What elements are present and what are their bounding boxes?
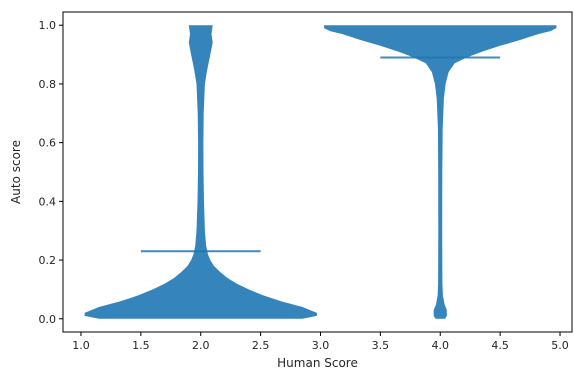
y-tick-label: 0.0 (39, 313, 57, 326)
y-axis-label: Auto score (9, 140, 23, 204)
y-ticks: 0.0 0.2 0.4 0.6 0.8 1.0 (39, 19, 63, 326)
x-tick-label: 3.0 (312, 339, 330, 352)
x-tick-label: 1.5 (132, 339, 150, 352)
x-tick-label: 3.5 (372, 339, 390, 352)
y-tick-label: 1.0 (39, 19, 57, 32)
x-tick-label: 5.0 (551, 339, 569, 352)
violin-2 (324, 25, 557, 319)
x-axis-label: Human Score (277, 356, 358, 370)
x-tick-label: 1.0 (72, 339, 90, 352)
medians-layer (140, 56, 501, 253)
y-tick-label: 0.4 (39, 195, 57, 208)
x-tick-label: 2.0 (192, 339, 210, 352)
x-tick-label: 2.5 (252, 339, 270, 352)
plot-frame (62, 11, 573, 333)
x-tick-label: 4.5 (491, 339, 509, 352)
y-tick-label: 0.8 (39, 78, 57, 91)
x-ticks: 1.0 1.5 2.0 2.5 3.0 3.5 4.0 4.5 5.0 (72, 332, 569, 352)
violins-layer (84, 25, 557, 319)
x-tick-label: 4.0 (432, 339, 450, 352)
violin-1 (84, 25, 317, 319)
y-tick-label: 0.6 (39, 137, 57, 150)
y-tick-label: 0.2 (39, 254, 57, 267)
